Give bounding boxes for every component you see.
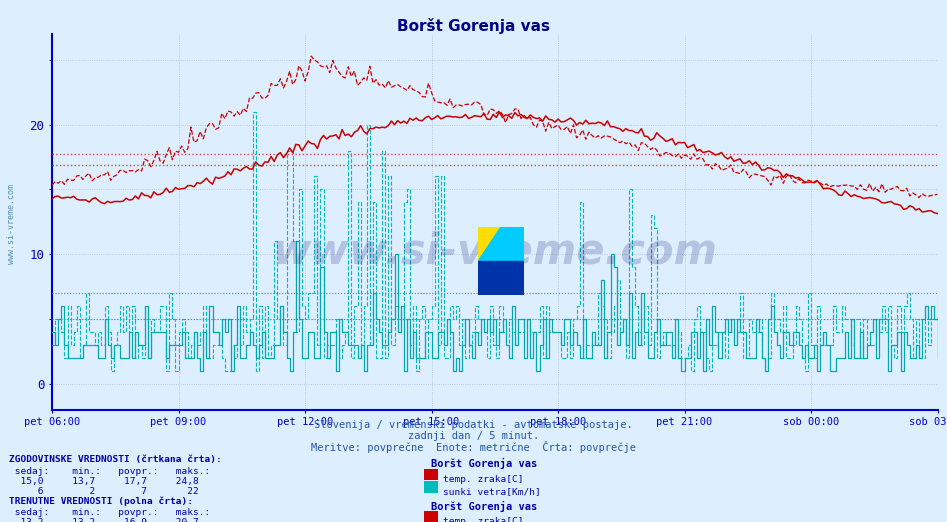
Polygon shape: [478, 227, 501, 261]
Text: 13,2     13,2     16,9     20,7: 13,2 13,2 16,9 20,7: [9, 518, 199, 522]
Text: temp. zraka[C]: temp. zraka[C]: [443, 475, 524, 484]
Text: 15,0     13,7     17,7     24,8: 15,0 13,7 17,7 24,8: [9, 477, 199, 486]
Text: sedaj:    min.:   povpr.:   maks.:: sedaj: min.: povpr.: maks.:: [9, 467, 211, 476]
Text: www.si-vreme.com: www.si-vreme.com: [273, 231, 717, 273]
Bar: [478, 227, 501, 261]
Text: www.si-vreme.com: www.si-vreme.com: [7, 184, 16, 265]
Text: 6        2        7       22: 6 2 7 22: [9, 487, 199, 495]
Text: sedaj:    min.:   povpr.:   maks.:: sedaj: min.: povpr.: maks.:: [9, 508, 211, 517]
Text: temp. zraka[C]: temp. zraka[C]: [443, 517, 524, 522]
Text: sunki vetra[Km/h]: sunki vetra[Km/h]: [443, 488, 541, 496]
Text: ZGODOVINSKE VREDNOSTI (črtkana črta):: ZGODOVINSKE VREDNOSTI (črtkana črta):: [9, 455, 223, 464]
Polygon shape: [478, 261, 501, 295]
Text: Meritve: povprečne  Enote: metrične  Črta: povprečje: Meritve: povprečne Enote: metrične Črta:…: [311, 441, 636, 453]
Text: Slovenija / vremenski podatki - avtomatske postaje.: Slovenija / vremenski podatki - avtomats…: [314, 420, 633, 430]
Text: TRENUTNE VREDNOSTI (polna črta):: TRENUTNE VREDNOSTI (polna črta):: [9, 497, 193, 506]
Text: Boršt Gorenja vas: Boršt Gorenja vas: [431, 501, 537, 512]
Text: zadnji dan / 5 minut.: zadnji dan / 5 minut.: [408, 431, 539, 441]
Bar: [501, 227, 524, 261]
Text: Boršt Gorenja vas: Boršt Gorenja vas: [431, 458, 537, 469]
Bar: [478, 261, 524, 295]
Text: Boršt Gorenja vas: Boršt Gorenja vas: [397, 18, 550, 34]
